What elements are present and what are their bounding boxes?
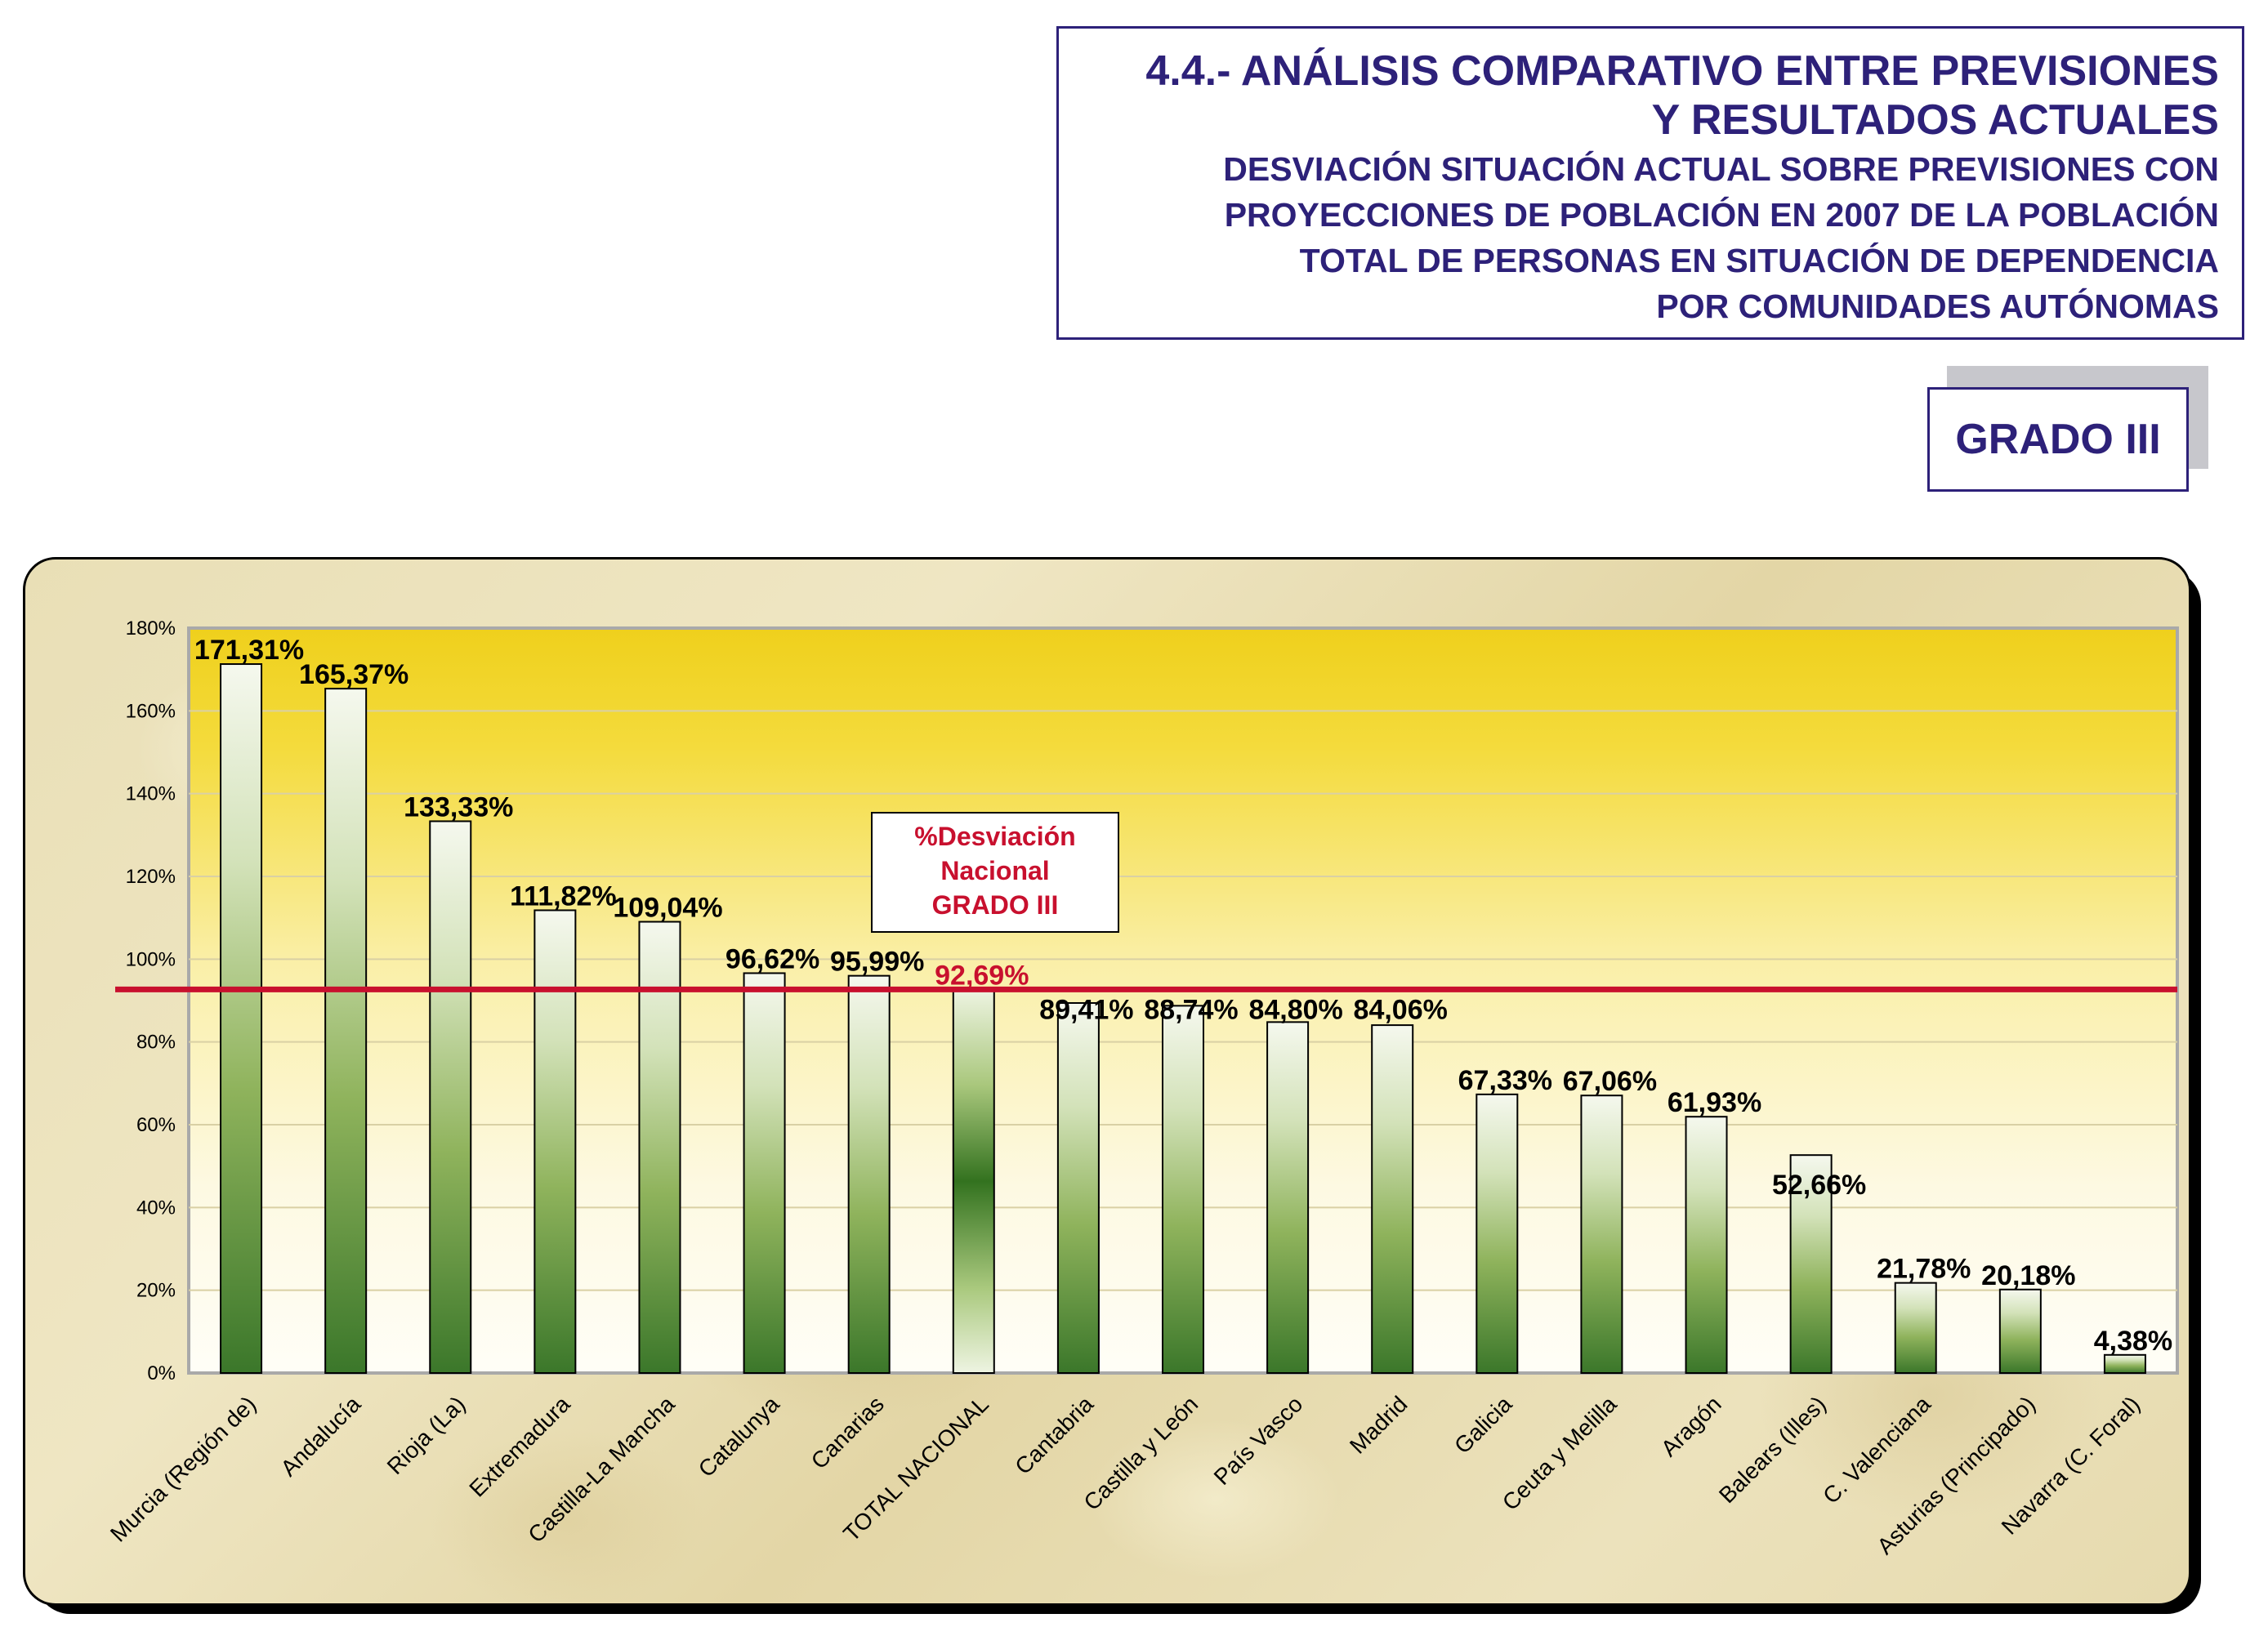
x-tick-label: Madrid [1345, 1391, 1412, 1458]
y-tick-label: 100% [126, 948, 176, 970]
bar [952, 988, 995, 1374]
value-label: 20,18% [1981, 1260, 2075, 1291]
value-label: 84,06% [1354, 994, 1448, 1025]
y-tick-label: 20% [136, 1280, 176, 1302]
value-label: 96,62% [725, 943, 819, 974]
value-label: 109,04% [613, 893, 722, 924]
value-labels: 171,31%165,37% 133,33% 111,82%109,04%96,62… [194, 635, 2172, 1357]
y-tick-label: 180% [126, 617, 176, 640]
bar [1998, 1288, 2042, 1374]
y-tick-label: 40% [136, 1197, 176, 1219]
value-label: 67,06% [1563, 1066, 1657, 1097]
value-label: 61,93% [1668, 1087, 1761, 1118]
y-tick-label: 0% [147, 1362, 176, 1384]
bar [1580, 1094, 1623, 1374]
x-tick-label: Aragón [1656, 1391, 1726, 1461]
y-axis-ticks: 0% 20% 40% 60% 80% 100% 120% 140% 160% 180% [126, 617, 176, 1384]
bar [1685, 1116, 1728, 1374]
value-label: 92,69% [935, 960, 1029, 991]
legend-text: GRADO III [932, 890, 1059, 920]
value-label: 95,99% [830, 947, 924, 978]
legend-box [871, 812, 1119, 933]
x-tick-label: Cantabria [1010, 1391, 1098, 1479]
bar [1056, 1001, 1100, 1374]
value-label: 4,38% [2094, 1326, 2172, 1357]
reference-legend: %Desviación Nacional GRADO III [871, 812, 1119, 933]
bar [324, 688, 368, 1375]
value-label: 67,33% [1458, 1065, 1552, 1096]
value-label: 21,78% [1877, 1254, 1971, 1285]
bar [220, 663, 263, 1374]
value-label: 52,66% [1772, 1170, 1866, 1201]
value-label: 88,74% [1144, 994, 1238, 1025]
deviation-bar-chart: 0% 20% 40% 60% 80% 100% 120% 140% 160% 180% 171,3… [105, 617, 2179, 1559]
x-tick-label: Murcia (Región de) [105, 1391, 261, 1546]
title-line-2: Y RESULTADOS ACTUALES [1651, 96, 2219, 144]
x-tick-label: C. Valenciana [1818, 1391, 1935, 1509]
value-label: 111,82% [510, 880, 616, 912]
bar [2103, 1353, 2146, 1374]
value-label: 84,80% [1248, 994, 1342, 1025]
subtitle-line-1: DESVIACIÓN SITUACIÓN ACTUAL SOBRE PREVIS… [1223, 150, 2219, 188]
legend-text: %Desviación [914, 822, 1075, 851]
subtitle-line-4: POR COMUNIDADES AUTÓNOMAS [1656, 288, 2219, 325]
x-tick-label: Canarias [806, 1391, 889, 1473]
x-tick-label: Extremadura [464, 1391, 575, 1502]
value-label: 133,33% [404, 791, 513, 822]
y-tick-label: 160% [126, 700, 176, 722]
x-tick-label: Catalunya [694, 1391, 784, 1482]
x-tick-label: Rioja (La) [382, 1391, 471, 1479]
y-tick-label: 80% [136, 1032, 176, 1054]
bar [1266, 1021, 1310, 1374]
value-label: 165,37% [299, 659, 409, 690]
bar [1162, 1005, 1204, 1374]
bar [1476, 1093, 1519, 1374]
subtitle-line-3: TOTAL DE PERSONAS EN SITUACIÓN DE DEPEND… [1299, 242, 2219, 279]
x-tick-label: Galicia [1449, 1391, 1517, 1459]
bar [638, 921, 681, 1375]
bar [1789, 1154, 1833, 1374]
x-axis-labels: Murcia (Región de) Andalucía Rioja (La)Ext… [105, 1391, 2145, 1559]
value-label: 89,41% [1039, 994, 1133, 1025]
x-tick-label: País Vasco [1209, 1391, 1308, 1490]
grado-badge: GRADO III [1927, 387, 2189, 492]
y-tick-label: 120% [126, 866, 176, 888]
x-tick-label: Andalucía [275, 1391, 365, 1481]
bar [743, 972, 786, 1374]
title-line-1: 4.4.- ANÁLISIS COMPARATIVO ENTRE PREVISI… [1145, 47, 2219, 95]
value-label: 171,31% [194, 635, 304, 666]
subtitle-line-2: PROYECCIONES DE POBLACIÓN EN 2007 DE LA … [1224, 196, 2219, 234]
bar [1371, 1024, 1414, 1374]
legend-text: Nacional [940, 856, 1049, 885]
bars [220, 663, 2146, 1375]
y-tick-label: 140% [126, 783, 176, 805]
bar [429, 820, 472, 1375]
bar [847, 974, 891, 1374]
title-box: 4.4.- ANÁLISIS COMPARATIVO ENTRE PREVISI… [1056, 26, 2244, 340]
x-tick-label: Balears (Illes) [1714, 1391, 1831, 1508]
chart-panel: 0% 20% 40% 60% 80% 100% 120% 140% 160% 180% 171,3… [23, 557, 2191, 1606]
bar [1894, 1282, 1937, 1375]
bar [534, 909, 577, 1375]
y-tick-label: 60% [136, 1114, 176, 1136]
